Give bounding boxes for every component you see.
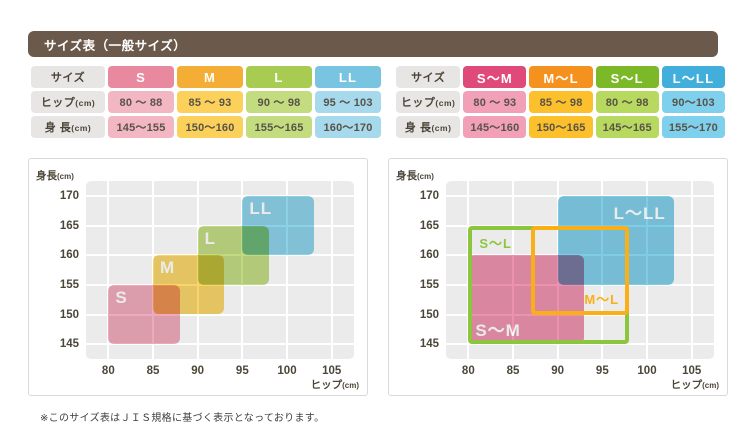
size-table-combined-body: サイズ S〜M M〜L S〜L L〜LL ヒップ(cm) 80 〜 93 85 〜 98 80 … bbox=[396, 66, 725, 138]
row-label-height: 身 長(cm) bbox=[31, 116, 105, 138]
size-header-M: M bbox=[177, 66, 243, 88]
table-row-size-general: サイズ S M L LL bbox=[31, 66, 381, 88]
y-axis-tick-150: 150 bbox=[419, 308, 439, 321]
x-axis-tick-95: 95 bbox=[595, 365, 609, 377]
x-axis-tick-80: 80 bbox=[461, 365, 475, 377]
y-axis-tick-160: 160 bbox=[59, 249, 79, 262]
x-axis-tick-85: 85 bbox=[506, 365, 520, 377]
height-value-3: 160〜170 bbox=[315, 116, 381, 138]
size-header-ML: M〜L bbox=[529, 66, 593, 88]
size-header-LL: LL bbox=[315, 66, 381, 88]
region-label: S〜L bbox=[479, 235, 512, 251]
size-header-L: L bbox=[246, 66, 312, 88]
height-value-1: 150〜165 bbox=[529, 116, 593, 138]
gridline-vertical bbox=[690, 181, 693, 359]
x-axis-title-right: ヒップ(cm) bbox=[670, 379, 719, 391]
x-axis-tick-100: 100 bbox=[637, 365, 657, 377]
x-axis-tick-90: 90 bbox=[191, 365, 205, 377]
row-label-size: サイズ bbox=[31, 66, 105, 88]
table-row-height-general: 身 長(cm) 145〜155 150〜160 155〜165 160〜170 bbox=[31, 116, 381, 138]
table-row-height-combined: 身 長(cm) 145〜160 150〜165 145〜165 155〜170 bbox=[396, 116, 725, 138]
region-label: M〜L bbox=[584, 291, 620, 307]
y-axis-title-right: 身長(cm) bbox=[396, 170, 434, 182]
y-axis-tick-165: 165 bbox=[419, 219, 439, 232]
size-header-S: S bbox=[108, 66, 174, 88]
y-axis-tick-145: 145 bbox=[419, 338, 439, 351]
x-axis-title-left: ヒップ(cm) bbox=[310, 379, 359, 391]
row-label-size: サイズ bbox=[396, 66, 461, 88]
size-table-general-body: サイズ S M L LL ヒップ(cm) 80 〜 88 85 〜 93 90 〜 98 95 〜… bbox=[31, 66, 381, 138]
region-label: S〜M bbox=[475, 321, 521, 341]
region-label: LL bbox=[249, 198, 273, 218]
gridline-horizontal bbox=[446, 343, 714, 346]
hip-value-1: 85 〜 98 bbox=[529, 91, 593, 113]
height-value-1: 150〜160 bbox=[177, 116, 243, 138]
region-M-L: M〜L bbox=[530, 225, 630, 315]
y-axis-tick-155: 155 bbox=[419, 278, 439, 291]
region-LL: LL bbox=[242, 195, 314, 256]
gridline-vertical bbox=[286, 181, 288, 359]
x-axis-tick-105: 105 bbox=[682, 365, 702, 377]
row-label-hip: ヒップ(cm) bbox=[396, 91, 461, 113]
x-axis-tick-100: 100 bbox=[277, 365, 297, 377]
plot-area-right: L〜LL S〜M S〜L M〜L bbox=[446, 181, 714, 359]
row-label-hip: ヒップ(cm) bbox=[31, 91, 105, 113]
x-axis-tick-80: 80 bbox=[101, 365, 115, 377]
y-axis-tick-150: 150 bbox=[59, 308, 79, 321]
page-title: サイズ表（一般サイズ） bbox=[44, 38, 187, 53]
gridline-horizontal bbox=[86, 313, 354, 316]
plot-area-left: S M L LL bbox=[86, 181, 354, 359]
y-axis-tick-145: 145 bbox=[59, 338, 79, 351]
table-row-size-combined: サイズ S〜M M〜L S〜L L〜LL bbox=[396, 66, 725, 88]
height-value-0: 145〜155 bbox=[108, 116, 174, 138]
region-label: L〜LL bbox=[613, 203, 666, 223]
size-header-SM: S〜M bbox=[463, 66, 527, 88]
x-axis-tick-90: 90 bbox=[551, 365, 565, 377]
gridline-vertical bbox=[107, 181, 110, 359]
region-label: L bbox=[204, 228, 217, 248]
ticks-right: 145 150 155 160 165 170 80 85 90 95 100 105 bbox=[420, 181, 714, 377]
hip-value-0: 80 〜 88 bbox=[108, 91, 174, 113]
y-axis-tick-170: 170 bbox=[59, 189, 79, 202]
height-value-3: 155〜170 bbox=[661, 116, 725, 138]
hip-value-3: 90〜103 bbox=[661, 91, 725, 113]
y-axis-tick-155: 155 bbox=[59, 278, 79, 291]
hip-value-2: 90 〜 98 bbox=[246, 91, 312, 113]
x-axis-tick-85: 85 bbox=[146, 365, 160, 377]
x-axis-tick-105: 105 bbox=[322, 365, 342, 377]
region-S-M: S〜M bbox=[468, 255, 585, 345]
height-value-2: 155〜165 bbox=[246, 116, 312, 138]
size-table-general: サイズ S M L LL ヒップ(cm) 80 〜 88 85 〜 93 90 〜 98 95 〜… bbox=[28, 63, 384, 141]
page-title-bar: サイズ表（一般サイズ） bbox=[28, 31, 718, 57]
row-label-height: 身 長(cm) bbox=[396, 116, 461, 138]
table-row-hip-general: ヒップ(cm) 80 〜 88 85 〜 93 90 〜 98 95 〜 103 bbox=[31, 91, 381, 113]
footnote: ※このサイズ表はＪＩＳ規格に基づく表示となっております。 bbox=[40, 413, 325, 424]
y-axis-tick-160: 160 bbox=[419, 249, 439, 262]
chart-panel-combined: 身長(cm) L〜LL S〜M S〜L M〜L 145 150 155 160 165 170 8… bbox=[388, 158, 728, 396]
hip-value-2: 80 〜 98 bbox=[595, 91, 659, 113]
hip-value-0: 80 〜 93 bbox=[463, 91, 527, 113]
y-axis-tick-165: 165 bbox=[59, 219, 79, 232]
size-header-SL: S〜L bbox=[595, 66, 659, 88]
gridline-horizontal bbox=[86, 343, 354, 346]
table-row-hip-combined: ヒップ(cm) 80 〜 93 85 〜 98 80 〜 98 90〜103 bbox=[396, 91, 725, 113]
hip-value-3: 95 〜 103 bbox=[315, 91, 381, 113]
x-axis-tick-95: 95 bbox=[235, 365, 249, 377]
gridline-horizontal bbox=[86, 194, 354, 197]
gridline-vertical bbox=[330, 181, 333, 359]
size-table-combined: サイズ S〜M M〜L S〜L L〜LL ヒップ(cm) 80 〜 93 85 〜 98 80 … bbox=[393, 63, 728, 141]
region-label: S bbox=[115, 287, 128, 307]
chart-panel-general: 身長(cm) S M L LL 145 150 155 160 165 170 80 85 90 95 1… bbox=[28, 158, 368, 396]
region-label: M bbox=[160, 258, 176, 278]
size-header-LLL: L〜LL bbox=[661, 66, 725, 88]
y-axis-title-left: 身長(cm) bbox=[36, 170, 74, 182]
hip-value-1: 85 〜 93 bbox=[177, 91, 243, 113]
y-axis-tick-170: 170 bbox=[419, 189, 439, 202]
ticks-left: 145 150 155 160 165 170 80 85 90 95 100 105 bbox=[60, 181, 354, 377]
height-value-0: 145〜160 bbox=[463, 116, 527, 138]
height-value-2: 145〜165 bbox=[595, 116, 659, 138]
